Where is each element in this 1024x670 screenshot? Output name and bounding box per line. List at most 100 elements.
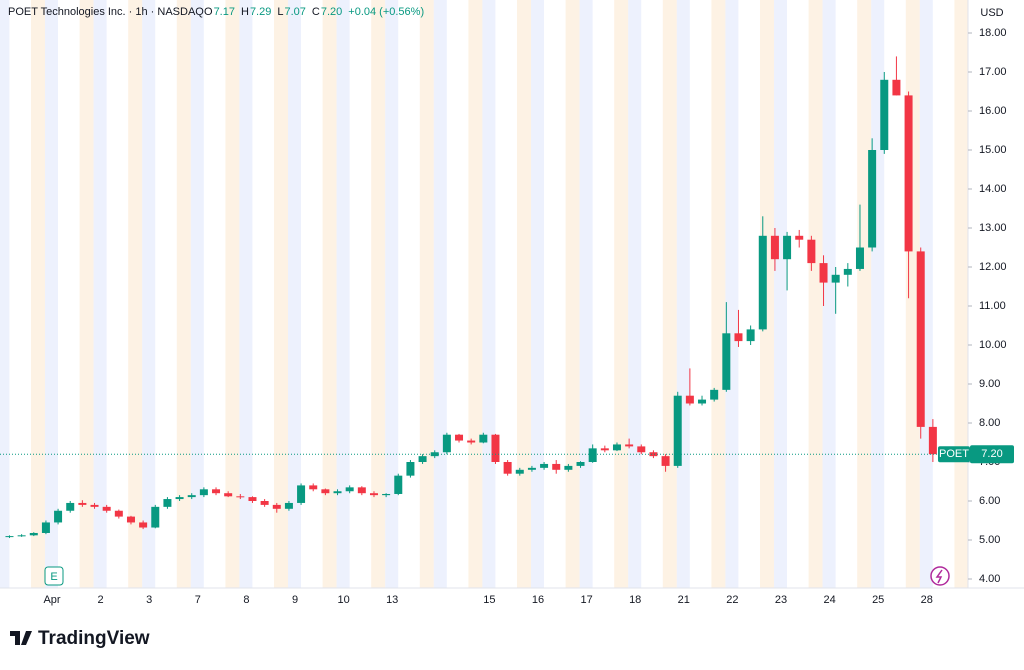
candle-body bbox=[284, 502, 293, 509]
candle-body bbox=[369, 493, 378, 496]
y-tick-label: 9.00 bbox=[979, 378, 1000, 390]
y-tick-label: 15.00 bbox=[979, 144, 1007, 156]
y-tick-label: 4.00 bbox=[979, 573, 1000, 585]
ohlc-value: 7.20 bbox=[321, 6, 342, 18]
x-tick-label: 8 bbox=[243, 594, 249, 606]
postmarket-band bbox=[419, 0, 434, 588]
premarket-band bbox=[482, 0, 496, 588]
postmarket-band bbox=[760, 0, 774, 588]
ohlc-label: C bbox=[312, 6, 320, 18]
currency: USD bbox=[980, 7, 1003, 19]
candle-body bbox=[126, 516, 135, 523]
candle-body bbox=[576, 462, 585, 466]
event-icon[interactable] bbox=[44, 566, 64, 586]
change: +0.04 (+0.56%) bbox=[348, 6, 424, 18]
candle-body bbox=[102, 506, 111, 511]
candle-body bbox=[442, 434, 451, 453]
postmarket-band bbox=[225, 0, 240, 588]
price-tag bbox=[970, 445, 1014, 464]
brand-logo: TradingView bbox=[10, 628, 150, 649]
x-tick-label: 13 bbox=[386, 594, 398, 606]
y-tick-label: 17.00 bbox=[979, 66, 1007, 78]
premarket-band bbox=[579, 0, 593, 588]
flash-icon[interactable] bbox=[930, 566, 950, 586]
candle-body bbox=[430, 452, 439, 457]
postmarket-band bbox=[662, 0, 677, 588]
candle-body bbox=[357, 487, 366, 494]
candle-body bbox=[406, 462, 415, 476]
premarket-band bbox=[774, 0, 787, 588]
x-tick-label: 17 bbox=[580, 594, 592, 606]
candle-body bbox=[163, 499, 172, 507]
candle-body bbox=[248, 497, 257, 501]
candle-body bbox=[479, 434, 488, 443]
candle-body bbox=[564, 465, 573, 470]
premarket-band bbox=[239, 0, 253, 588]
premarket-band bbox=[531, 0, 544, 588]
x-tick-label: 21 bbox=[678, 594, 690, 606]
candle-body bbox=[212, 489, 221, 494]
candle-body bbox=[916, 251, 925, 427]
ohlc-label: O bbox=[204, 6, 213, 18]
symbol-line: POET Technologies Inc. · 1h · NASDAQ bbox=[8, 6, 204, 18]
y-tick-label: 18.00 bbox=[979, 27, 1007, 39]
x-tick-label: 16 bbox=[532, 594, 544, 606]
premarket-band bbox=[45, 0, 58, 588]
premarket-band bbox=[142, 0, 156, 588]
y-tick-label: 12.00 bbox=[979, 261, 1007, 273]
candle-body bbox=[649, 452, 658, 457]
candle-body bbox=[41, 522, 50, 533]
candle-body bbox=[345, 487, 354, 492]
candle-body bbox=[855, 247, 864, 269]
candle-body bbox=[5, 536, 14, 538]
postmarket-band bbox=[711, 0, 726, 588]
premarket-band bbox=[822, 0, 836, 588]
session-bands bbox=[0, 0, 969, 588]
candle-body bbox=[151, 506, 160, 528]
postmarket-band bbox=[565, 0, 580, 588]
y-tick-label: 14.00 bbox=[979, 183, 1007, 195]
candle-body bbox=[588, 448, 597, 462]
candle-body bbox=[491, 434, 500, 462]
candle-body bbox=[455, 434, 464, 441]
y-tick-label: 10.00 bbox=[979, 339, 1007, 351]
premarket-band bbox=[385, 0, 399, 588]
premarket-band bbox=[433, 0, 447, 588]
candle-body bbox=[309, 485, 318, 490]
postmarket-band bbox=[857, 0, 872, 588]
postmarket-band bbox=[517, 0, 531, 588]
candle-body bbox=[224, 493, 233, 497]
candle-body bbox=[892, 79, 901, 96]
price-tag-label: 7.20 bbox=[981, 448, 1002, 460]
candle-body bbox=[467, 440, 476, 443]
candle-body bbox=[625, 444, 634, 447]
postmarket-band bbox=[79, 0, 94, 588]
brand-name: TradingView bbox=[38, 628, 150, 649]
candle-body bbox=[333, 491, 342, 494]
candle-body bbox=[758, 235, 767, 330]
x-tick-label: Apr bbox=[43, 594, 60, 606]
candle-body bbox=[90, 504, 99, 507]
x-tick-label: 25 bbox=[872, 594, 884, 606]
ticker-tag bbox=[938, 446, 970, 463]
flash-icon-bolt bbox=[935, 569, 943, 584]
x-tick-label: 23 bbox=[775, 594, 787, 606]
x-tick-label: 2 bbox=[98, 594, 104, 606]
premarket-band bbox=[0, 0, 10, 588]
y-tick-label: 8.00 bbox=[979, 417, 1000, 429]
postmarket-band bbox=[468, 0, 483, 588]
candle-body bbox=[880, 79, 889, 150]
postmarket-band bbox=[808, 0, 823, 588]
y-tick-label: 5.00 bbox=[979, 534, 1000, 546]
postmarket-band bbox=[176, 0, 191, 588]
candle-body bbox=[552, 463, 561, 470]
candle-body bbox=[868, 150, 877, 248]
x-tick-label: 18 bbox=[629, 594, 641, 606]
candle-body bbox=[637, 446, 646, 453]
candle-body bbox=[831, 274, 840, 283]
candle-body bbox=[175, 497, 184, 500]
x-tick-label: 15 bbox=[483, 594, 495, 606]
candle-body bbox=[904, 95, 913, 252]
candle-body bbox=[515, 469, 524, 474]
